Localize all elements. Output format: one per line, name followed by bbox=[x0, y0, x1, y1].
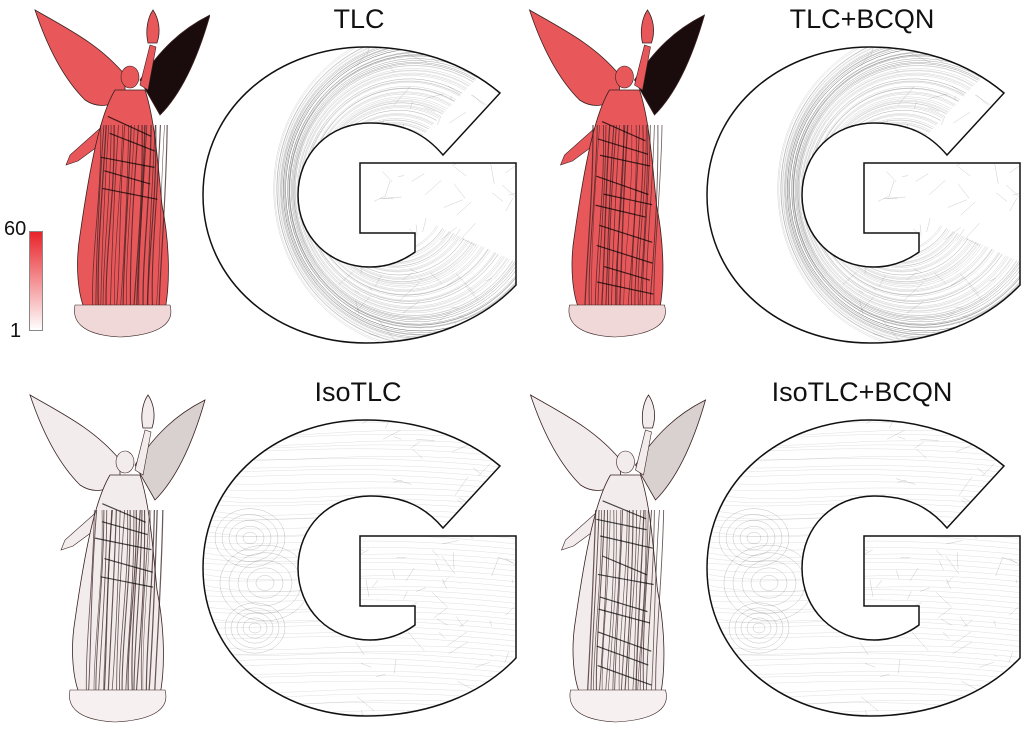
mesh-lines bbox=[203, 420, 516, 716]
g-outline bbox=[202, 419, 517, 717]
title-tlc-bcqn: TLC+BCQN bbox=[789, 4, 935, 34]
title-isotlc: IsoTLC bbox=[314, 377, 402, 407]
g-mesh-isotlc-image bbox=[202, 419, 517, 717]
mesh-lines bbox=[707, 47, 1020, 343]
g-outline bbox=[706, 46, 1021, 344]
statue-tlc-bcqn bbox=[522, 5, 707, 340]
statue-isotlc-bcqn-image bbox=[529, 394, 707, 723]
g-mesh-tlc-bcqn bbox=[704, 45, 1024, 345]
g-outline bbox=[706, 419, 1021, 717]
statue-tlc-image bbox=[34, 9, 210, 338]
statue-tlc-bcqn-image bbox=[528, 9, 706, 338]
statue-isotlc-image bbox=[29, 394, 206, 723]
g-mesh-isotlc-bcqn-image bbox=[706, 419, 1021, 717]
g-mesh-tlc-image bbox=[202, 46, 517, 344]
statue-silhouette bbox=[528, 9, 706, 338]
colorbar-max-label: 60 bbox=[4, 218, 27, 240]
statue-tlc bbox=[30, 5, 210, 340]
g-outline bbox=[202, 46, 517, 344]
colorbar-min-label: 1 bbox=[10, 320, 22, 342]
g-mesh-tlc bbox=[200, 45, 520, 345]
title-tlc: TLC bbox=[333, 4, 385, 34]
mesh-lines bbox=[203, 47, 516, 343]
mesh-lines bbox=[707, 420, 1020, 716]
statue-silhouette bbox=[29, 394, 206, 723]
statue-isotlc bbox=[20, 390, 210, 725]
title-isotlc-bcqn: IsoTLC+BCQN bbox=[771, 377, 953, 407]
g-mesh-isotlc bbox=[200, 418, 520, 718]
statue-silhouette bbox=[529, 394, 707, 723]
distortion-colorbar bbox=[29, 231, 43, 331]
g-mesh-isotlc-bcqn bbox=[704, 418, 1024, 718]
statue-isotlc-bcqn bbox=[518, 390, 713, 725]
statue-silhouette bbox=[34, 9, 210, 338]
g-mesh-tlc-bcqn-image bbox=[706, 46, 1021, 344]
